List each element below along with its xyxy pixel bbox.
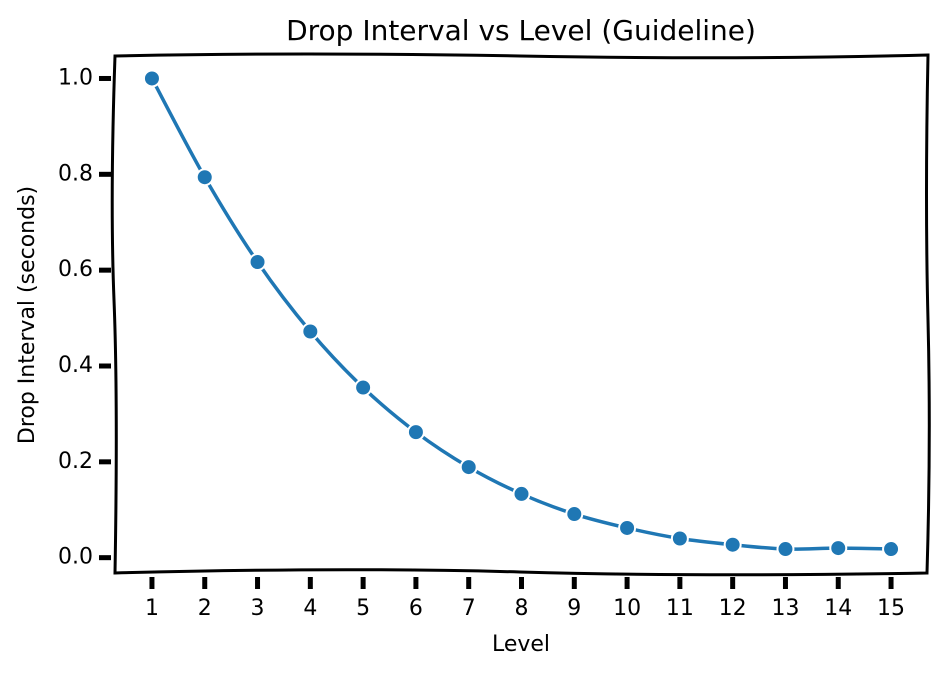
data-point xyxy=(459,458,478,477)
y-tick-label: 0.2 xyxy=(58,449,93,474)
x-tick-label: 7 xyxy=(462,596,476,621)
data-point xyxy=(882,540,901,559)
x-tick-label: 3 xyxy=(251,596,265,621)
data-point xyxy=(142,69,161,88)
x-axis-label: Level xyxy=(492,632,550,657)
data-point xyxy=(776,540,795,559)
x-tick-label: 6 xyxy=(409,596,423,621)
x-tick-label: 2 xyxy=(198,596,212,621)
x-tick-label: 13 xyxy=(771,596,799,621)
x-tick-label: 4 xyxy=(303,596,317,621)
y-axis-label: Drop Interval (seconds) xyxy=(15,186,40,444)
data-point xyxy=(195,168,214,187)
data-point xyxy=(829,539,848,558)
chart-title: Drop Interval vs Level (Guideline) xyxy=(286,14,756,47)
x-tick-label: 15 xyxy=(877,596,905,621)
x-tick-label: 9 xyxy=(567,596,581,621)
data-point xyxy=(248,253,267,272)
data-line xyxy=(150,77,892,551)
data-point xyxy=(565,505,584,524)
y-tick-label: 0.6 xyxy=(58,257,93,282)
y-tick-label: 0.0 xyxy=(58,545,93,570)
data-point xyxy=(354,378,373,397)
data-point xyxy=(618,518,637,537)
y-tick-label: 1.0 xyxy=(58,65,93,90)
data-point xyxy=(512,484,531,503)
data-point xyxy=(670,529,689,548)
data-point xyxy=(301,322,320,341)
x-tick-label: 5 xyxy=(356,596,370,621)
x-tick-label: 1 xyxy=(145,596,159,621)
plot-frame xyxy=(110,52,931,577)
y-tick-label: 0.4 xyxy=(58,353,93,378)
x-tick-label: 12 xyxy=(719,596,747,621)
x-tick-label: 14 xyxy=(824,596,852,621)
y-tick-label: 0.8 xyxy=(58,161,93,186)
data-point xyxy=(406,423,425,442)
x-tick-label: 8 xyxy=(515,596,529,621)
x-tick-label: 11 xyxy=(666,596,694,621)
x-tick-label: 10 xyxy=(613,596,641,621)
data-point xyxy=(723,535,742,554)
